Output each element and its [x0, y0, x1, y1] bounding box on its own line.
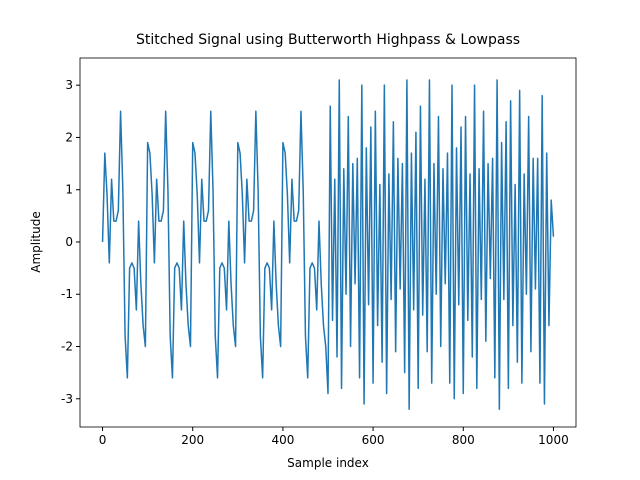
- y-tick-label: 3: [65, 78, 73, 92]
- y-tick-label: 1: [65, 183, 73, 197]
- x-tick-label: 0: [99, 433, 107, 447]
- x-tick-label: 600: [362, 433, 385, 447]
- y-tick-label: 0: [65, 235, 73, 249]
- x-tick-label: 200: [181, 433, 204, 447]
- y-axis-label: Amplitude: [29, 211, 43, 273]
- line: [101, 79, 555, 410]
- y-tick-label: -2: [61, 340, 73, 354]
- x-tick-label: 1000: [538, 433, 569, 447]
- x-tick-label: 800: [452, 433, 475, 447]
- y-tick-label: -1: [61, 287, 73, 301]
- chart-title: Stitched Signal using Butterworth Highpa…: [136, 32, 520, 48]
- x-axis-label: Sample index: [287, 456, 369, 470]
- y-tick-label: -3: [61, 392, 73, 406]
- y-tick-label: 2: [65, 130, 73, 144]
- axes-frame: [79, 57, 577, 428]
- x-tick-label: 400: [271, 433, 294, 447]
